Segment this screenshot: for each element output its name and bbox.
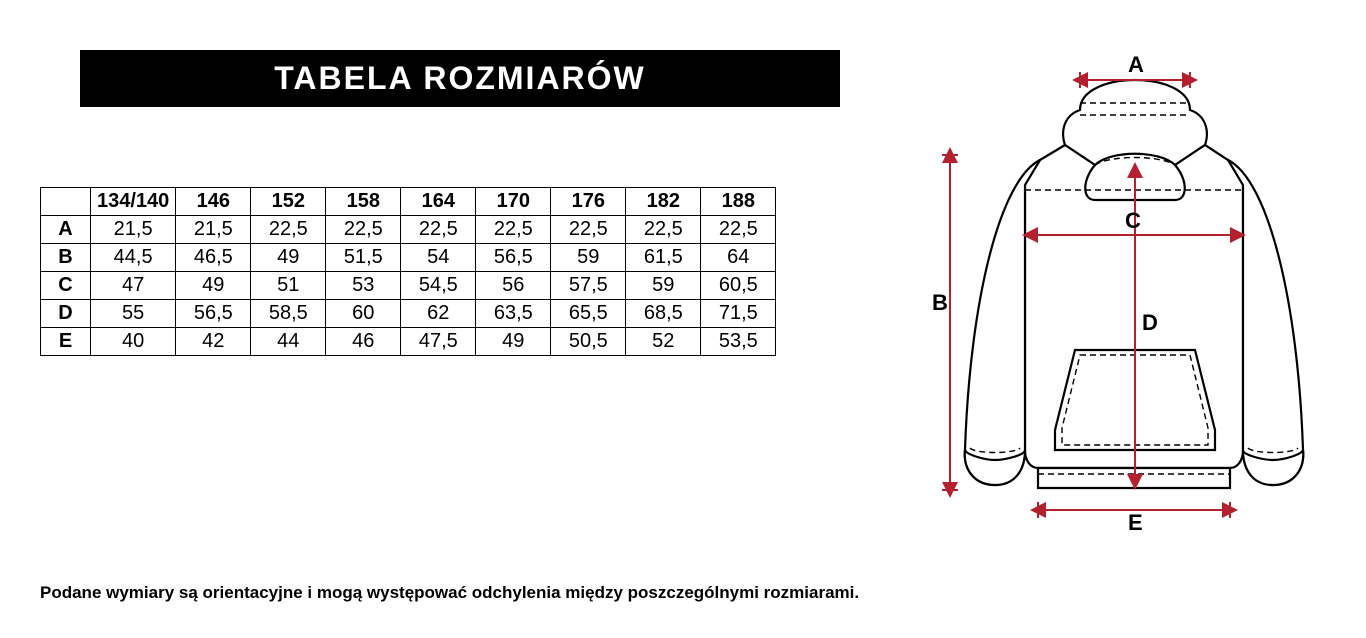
cell: 42 (176, 328, 251, 356)
hoodie-diagram: A B C D E (930, 50, 1310, 545)
col-header: 188 (701, 188, 776, 216)
table-row: B 44,5 46,5 49 51,5 54 56,5 59 61,5 64 (41, 244, 776, 272)
cell: 22,5 (551, 216, 626, 244)
cell: 54 (401, 244, 476, 272)
cell: 46,5 (176, 244, 251, 272)
cell: 60 (326, 300, 401, 328)
row-label: C (41, 272, 91, 300)
cell: 61,5 (626, 244, 701, 272)
cell: 47 (91, 272, 176, 300)
cell: 60,5 (701, 272, 776, 300)
table-corner-cell (41, 188, 91, 216)
col-header: 152 (251, 188, 326, 216)
label-d: D (1142, 310, 1158, 335)
cell: 56,5 (176, 300, 251, 328)
label-a: A (1128, 52, 1144, 77)
cell: 53 (326, 272, 401, 300)
cell: 22,5 (326, 216, 401, 244)
table-row: E 40 42 44 46 47,5 49 50,5 52 53,5 (41, 328, 776, 356)
cell: 22,5 (701, 216, 776, 244)
left-column: TABELA ROZMIARÓW 134/140 146 152 158 164… (40, 40, 860, 356)
label-b: B (932, 290, 948, 315)
cell: 53,5 (701, 328, 776, 356)
cell: 54,5 (401, 272, 476, 300)
cell: 52 (626, 328, 701, 356)
hoodie-measurement-svg: A B C D E (930, 50, 1310, 540)
table-header: 134/140 146 152 158 164 170 176 182 188 (41, 188, 776, 216)
label-c: C (1125, 208, 1141, 233)
cell: 71,5 (701, 300, 776, 328)
cell: 58,5 (251, 300, 326, 328)
main-container: TABELA ROZMIARÓW 134/140 146 152 158 164… (0, 0, 1366, 545)
table-row: D 55 56,5 58,5 60 62 63,5 65,5 68,5 71,5 (41, 300, 776, 328)
cell: 40 (91, 328, 176, 356)
cell: 21,5 (91, 216, 176, 244)
row-label: D (41, 300, 91, 328)
size-table: 134/140 146 152 158 164 170 176 182 188 … (40, 187, 776, 356)
row-label: A (41, 216, 91, 244)
label-e: E (1128, 510, 1143, 535)
cell: 47,5 (401, 328, 476, 356)
cell: 56,5 (476, 244, 551, 272)
table-row: C 47 49 51 53 54,5 56 57,5 59 60,5 (41, 272, 776, 300)
page-title: TABELA ROZMIARÓW (80, 50, 840, 107)
cell: 22,5 (251, 216, 326, 244)
cell: 68,5 (626, 300, 701, 328)
cell: 22,5 (626, 216, 701, 244)
row-label: E (41, 328, 91, 356)
cell: 63,5 (476, 300, 551, 328)
col-header: 134/140 (91, 188, 176, 216)
cell: 44,5 (91, 244, 176, 272)
cell: 59 (626, 272, 701, 300)
cell: 44 (251, 328, 326, 356)
col-header: 146 (176, 188, 251, 216)
cell: 22,5 (401, 216, 476, 244)
col-header: 158 (326, 188, 401, 216)
table-body: A 21,5 21,5 22,5 22,5 22,5 22,5 22,5 22,… (41, 216, 776, 356)
cell: 65,5 (551, 300, 626, 328)
cell: 49 (476, 328, 551, 356)
cell: 51 (251, 272, 326, 300)
cell: 59 (551, 244, 626, 272)
col-header: 182 (626, 188, 701, 216)
cell: 56 (476, 272, 551, 300)
cell: 50,5 (551, 328, 626, 356)
cell: 46 (326, 328, 401, 356)
col-header: 164 (401, 188, 476, 216)
col-header: 170 (476, 188, 551, 216)
cell: 55 (91, 300, 176, 328)
cell: 49 (251, 244, 326, 272)
cell: 64 (701, 244, 776, 272)
col-header: 176 (551, 188, 626, 216)
footnote-text: Podane wymiary są orientacyjne i mogą wy… (40, 583, 859, 603)
row-label: B (41, 244, 91, 272)
cell: 57,5 (551, 272, 626, 300)
cell: 22,5 (476, 216, 551, 244)
table-row: A 21,5 21,5 22,5 22,5 22,5 22,5 22,5 22,… (41, 216, 776, 244)
cell: 49 (176, 272, 251, 300)
cell: 62 (401, 300, 476, 328)
cell: 21,5 (176, 216, 251, 244)
cell: 51,5 (326, 244, 401, 272)
